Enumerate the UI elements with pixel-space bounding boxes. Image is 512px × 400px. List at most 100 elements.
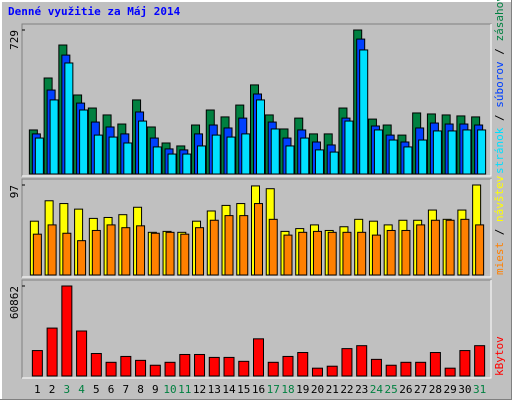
bar	[93, 134, 103, 175]
bar	[194, 353, 206, 377]
bar	[462, 129, 472, 175]
x-tick-label: 6	[108, 383, 115, 396]
legend-entry: stránok	[493, 127, 506, 174]
bar	[77, 240, 87, 276]
bar	[223, 356, 235, 377]
y-tick-label: 97	[8, 185, 21, 198]
x-tick-label: 31	[473, 383, 486, 396]
x-tick-label: 23	[355, 383, 368, 396]
bar	[180, 233, 190, 276]
bar	[386, 229, 396, 276]
bar	[123, 142, 133, 175]
legend-entry: návštev	[493, 175, 506, 222]
bar	[359, 49, 369, 175]
bar	[108, 136, 118, 175]
bar	[211, 134, 221, 175]
bar	[429, 352, 441, 377]
x-tick-label: 19	[296, 383, 309, 396]
x-tick-label: 21	[326, 383, 339, 396]
bar	[388, 139, 398, 175]
x-tick-label: 25	[385, 383, 398, 396]
bar	[327, 231, 337, 276]
bar	[138, 120, 148, 175]
x-tick-label: 30	[458, 383, 471, 396]
bar	[297, 352, 309, 377]
bar	[195, 227, 205, 276]
legend: stránok / súborov / zásahov	[493, 0, 506, 174]
bar	[418, 139, 428, 175]
bar	[430, 219, 440, 276]
x-tick-label: 20	[311, 383, 324, 396]
bar	[135, 359, 147, 377]
legend-entry: miest	[493, 242, 506, 275]
bar	[32, 233, 42, 276]
x-tick-label: 8	[137, 383, 144, 396]
x-tick-label: 1	[34, 383, 41, 396]
legend-entry: kBytov	[493, 336, 506, 376]
bar	[342, 231, 352, 276]
bar	[285, 145, 295, 175]
x-tick-label: 3	[64, 383, 71, 396]
legend-entry: zásahov	[493, 0, 506, 42]
x-tick-label: 2	[49, 383, 56, 396]
bar	[167, 153, 177, 175]
panel-edge	[22, 280, 492, 379]
x-tick-label: 9	[152, 383, 159, 396]
bar	[300, 137, 310, 175]
bar	[208, 356, 220, 377]
bar	[179, 353, 191, 377]
bar	[49, 99, 59, 175]
bar	[121, 227, 131, 276]
bar	[401, 229, 411, 276]
bar	[459, 350, 471, 377]
bar	[447, 130, 457, 175]
bar	[344, 120, 354, 175]
bar	[357, 231, 367, 276]
bar	[283, 234, 293, 276]
bar	[209, 219, 219, 276]
bar	[445, 219, 455, 276]
x-tick-label: 18	[281, 383, 294, 396]
bar	[254, 203, 263, 276]
bar	[256, 99, 265, 175]
bar	[76, 330, 88, 377]
bar	[416, 224, 426, 276]
y-tick-label: 60862	[8, 286, 21, 319]
bar	[165, 231, 175, 276]
x-tick-label: 28	[429, 383, 442, 396]
bar	[268, 218, 278, 276]
bar	[47, 224, 57, 276]
bar	[403, 146, 413, 175]
bar	[182, 153, 192, 175]
x-tick-label: 7	[123, 383, 130, 396]
panel-edge	[22, 179, 492, 278]
bar	[474, 345, 486, 377]
bar	[239, 215, 249, 276]
x-tick-label: 10	[163, 383, 176, 396]
bar	[226, 136, 236, 175]
bar	[400, 361, 412, 377]
panel-edge	[22, 24, 492, 177]
x-tick-label: 27	[414, 383, 427, 396]
bar	[385, 364, 397, 377]
bar	[61, 285, 73, 377]
legend-entry: súborov	[493, 61, 506, 108]
x-tick-label: 17	[267, 383, 280, 396]
bar	[314, 149, 324, 175]
x-tick-label: 15	[237, 383, 250, 396]
bar	[356, 345, 368, 377]
x-tick-label: 14	[222, 383, 236, 396]
legend: miest / návštev	[493, 175, 506, 275]
bar	[136, 225, 146, 276]
bar	[34, 137, 44, 175]
x-tick-label: 4	[78, 383, 85, 396]
x-tick-label: 24	[370, 383, 384, 396]
bar	[460, 218, 470, 276]
x-tick-label: 5	[93, 383, 100, 396]
legend: kBytov	[493, 336, 506, 376]
bar	[120, 355, 132, 377]
bar	[106, 224, 116, 276]
x-tick-label: 11	[178, 383, 191, 396]
bar	[311, 367, 323, 377]
